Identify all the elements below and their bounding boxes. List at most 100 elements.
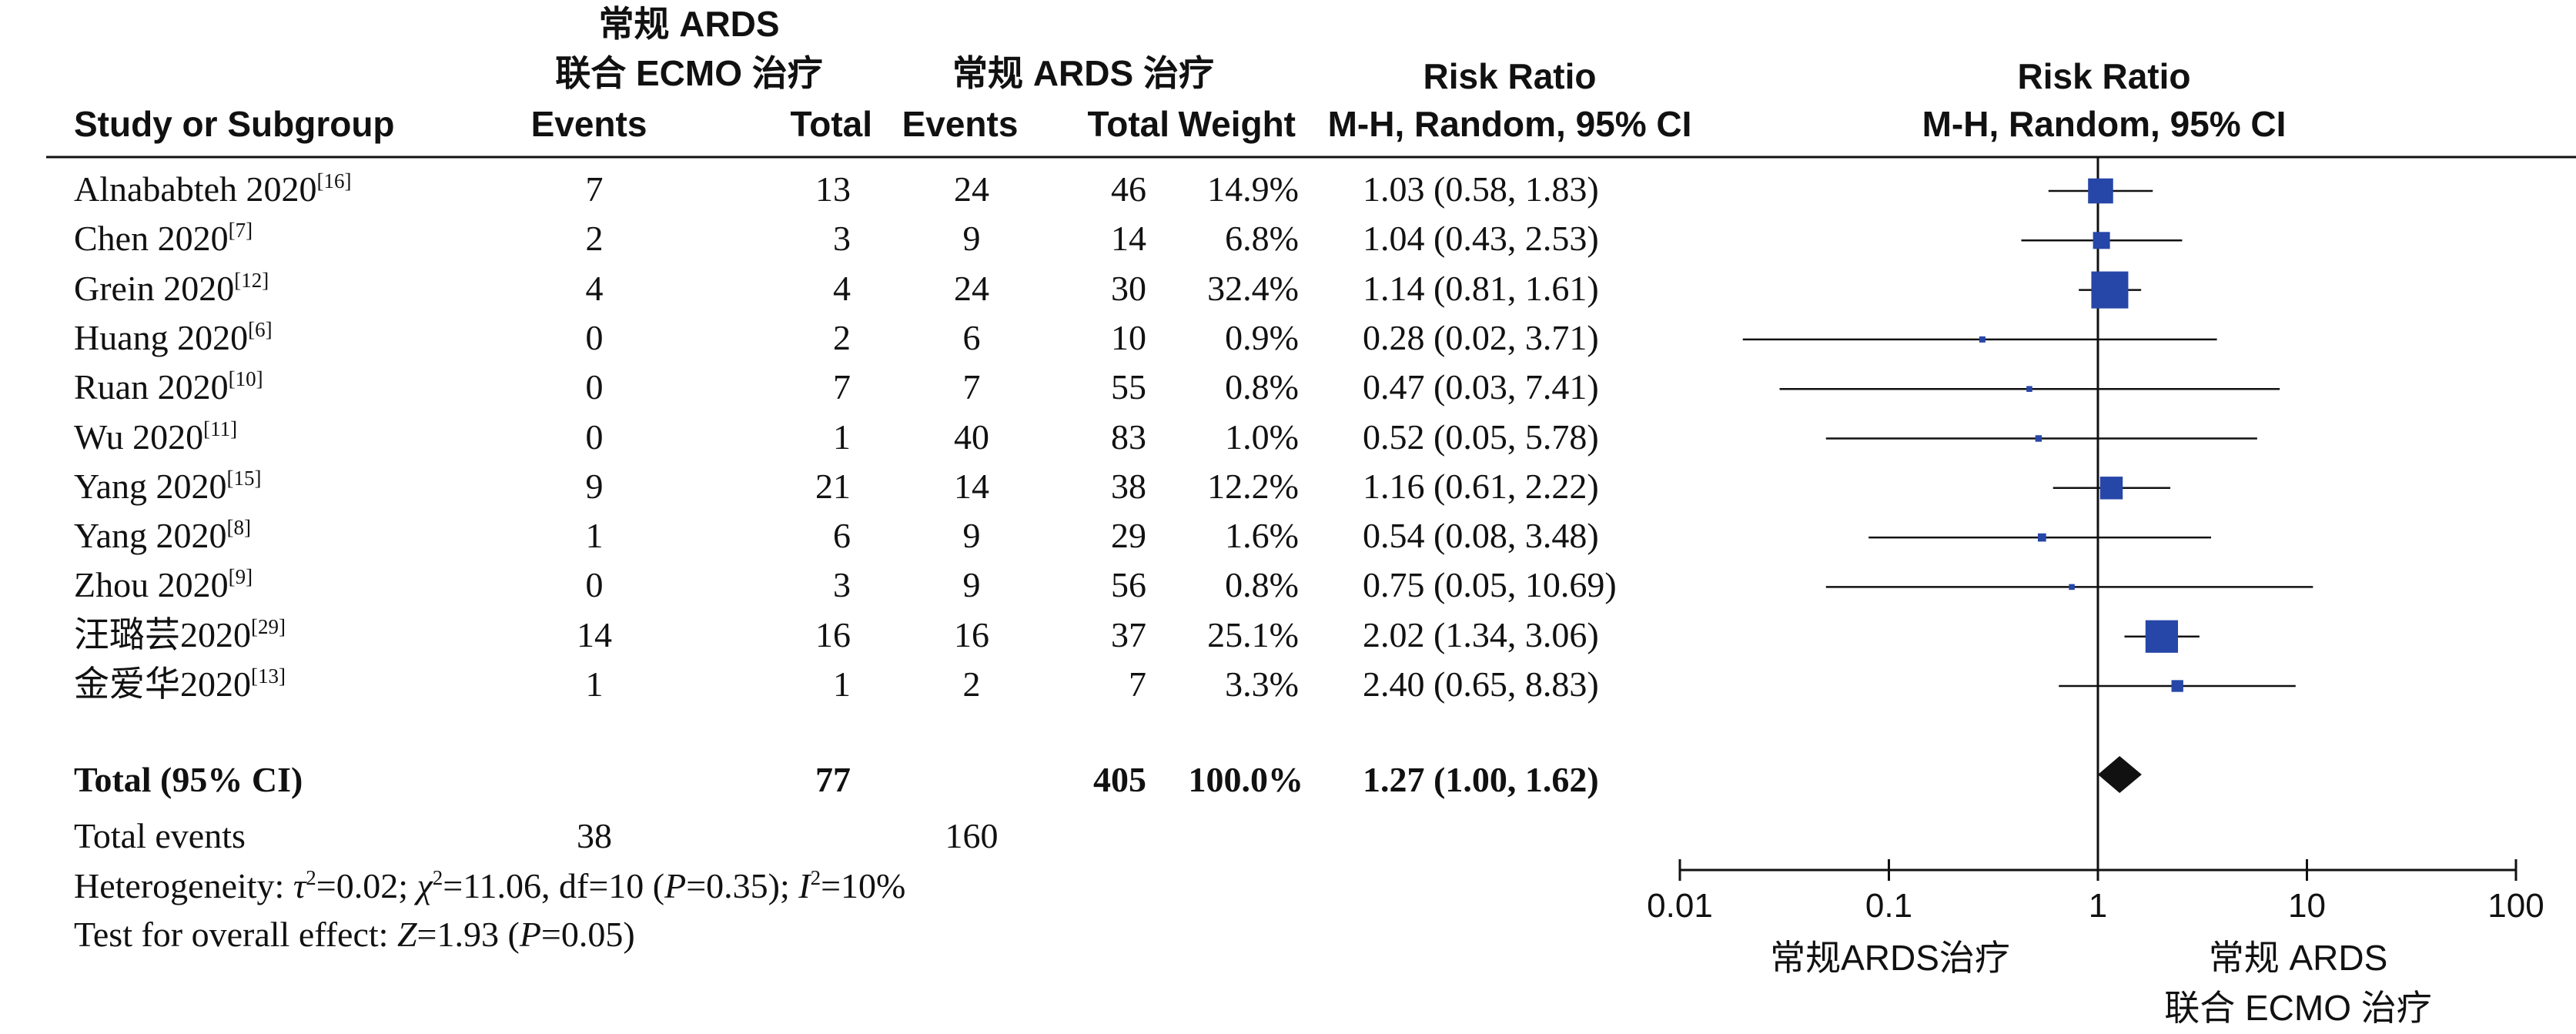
group2-events: 24 xyxy=(954,268,989,308)
group2-total: 46 xyxy=(1111,169,1146,209)
group1-total: 16 xyxy=(815,614,851,654)
study-name: Grein 2020[12] xyxy=(74,268,269,308)
group1-events: 0 xyxy=(585,367,604,407)
weight: 3.3% xyxy=(1225,664,1299,704)
group2-total: 83 xyxy=(1111,417,1146,457)
group1-total: 13 xyxy=(815,169,851,209)
group1-total: 3 xyxy=(833,219,851,259)
weight: 0.9% xyxy=(1225,317,1299,357)
group1-total: 7 xyxy=(833,367,851,407)
study-name: Yang 2020[15] xyxy=(74,466,262,506)
group1-events: 1 xyxy=(585,516,604,556)
weight: 25.1% xyxy=(1207,614,1299,654)
group2-total: 55 xyxy=(1111,367,1146,407)
group1-total-header: Total xyxy=(790,104,872,144)
group1-total: 2 xyxy=(833,317,851,357)
weight: 12.2% xyxy=(1207,466,1299,506)
weight: 1.6% xyxy=(1225,516,1299,556)
risk-ratio-ci: 0.28 (0.02, 3.71) xyxy=(1363,317,1599,357)
risk-ratio-ci: 1.16 (0.61, 2.22) xyxy=(1363,466,1599,506)
group2-total: 37 xyxy=(1111,614,1146,654)
rr-method-header: M-H, Random, 95% CI xyxy=(1327,104,1692,144)
study-name: Huang 2020[6] xyxy=(74,317,273,357)
group2-events: 9 xyxy=(962,516,981,556)
total-group1: 77 xyxy=(815,760,851,799)
favours-right-label-line1: 常规 ARDS xyxy=(2208,938,2388,978)
point-estimate-marker xyxy=(1979,336,1986,343)
total-label: Total (95% CI) xyxy=(74,760,303,799)
group2-events-header: Events xyxy=(902,104,1019,144)
group2-events: 9 xyxy=(962,565,981,605)
risk-ratio-ci: 1.03 (0.58, 1.83) xyxy=(1363,169,1599,209)
group1-events-header: Events xyxy=(530,104,647,144)
group2-title: 常规 ARDS 治疗 xyxy=(952,53,1214,93)
point-estimate-marker xyxy=(2026,386,2032,392)
overall-effect-text: Test for overall effect: Z=1.93 (P=0.05) xyxy=(74,915,635,954)
risk-ratio-ci: 0.47 (0.03, 7.41) xyxy=(1363,367,1599,407)
study-name: Chen 2020[7] xyxy=(74,219,253,259)
group1-events: 0 xyxy=(585,565,604,605)
weight: 6.8% xyxy=(1225,219,1299,259)
total-events-label: Total events xyxy=(74,816,246,855)
group2-events: 14 xyxy=(954,466,989,506)
point-estimate-marker xyxy=(2035,435,2042,442)
group1-events: 7 xyxy=(585,169,604,209)
group2-total: 56 xyxy=(1111,565,1146,605)
weight: 0.8% xyxy=(1225,367,1299,407)
total-events-group1: 38 xyxy=(577,816,612,855)
group2-events: 16 xyxy=(954,614,989,654)
group2-total: 10 xyxy=(1111,317,1146,357)
risk-ratio-ci: 0.75 (0.05, 10.69) xyxy=(1363,565,1617,605)
total-weight: 100.0% xyxy=(1188,760,1304,799)
group1-total: 1 xyxy=(833,417,851,457)
total-group2: 405 xyxy=(1093,760,1146,799)
group2-total-header: Total xyxy=(1087,104,1169,144)
group2-total: 29 xyxy=(1111,516,1146,556)
group2-events: 9 xyxy=(962,219,981,259)
weight: 14.9% xyxy=(1207,169,1299,209)
study-column-header: Study or Subgroup xyxy=(74,104,395,144)
risk-ratio-ci: 1.04 (0.43, 2.53) xyxy=(1363,219,1599,259)
group1-events: 0 xyxy=(585,317,604,357)
group1-total: 6 xyxy=(833,516,851,556)
group1-title-line1: 常规 ARDS xyxy=(598,4,780,44)
group2-events: 2 xyxy=(962,664,981,704)
pooled-estimate-diamond xyxy=(2098,756,2142,793)
study-name: Ruan 2020[10] xyxy=(74,367,263,407)
group1-events: 4 xyxy=(585,268,604,308)
rr-column-title: Risk Ratio xyxy=(1423,56,1597,96)
group2-events: 40 xyxy=(954,417,989,457)
group1-events: 2 xyxy=(585,219,604,259)
group2-events: 6 xyxy=(962,317,981,357)
heterogeneity-text: Heterogeneity: τ2=0.02; χ2=11.06, df=10 … xyxy=(74,866,906,905)
group2-total: 38 xyxy=(1111,466,1146,506)
point-estimate-marker xyxy=(2088,178,2113,204)
x-tick-label: 10 xyxy=(2288,887,2326,925)
x-tick-label: 1 xyxy=(2088,887,2108,925)
point-estimate-marker xyxy=(2093,232,2110,249)
study-name: Wu 2020[11] xyxy=(74,417,238,457)
group1-total: 21 xyxy=(815,466,851,506)
point-estimate-marker xyxy=(2038,533,2046,542)
group2-events: 24 xyxy=(954,169,989,209)
study-name: Alnababteh 2020[16] xyxy=(74,169,352,209)
risk-ratio-ci: 2.40 (0.65, 8.83) xyxy=(1363,664,1599,704)
x-tick-label: 100 xyxy=(2487,887,2544,925)
point-estimate-marker xyxy=(2145,620,2179,653)
total-events-group2: 160 xyxy=(945,816,999,855)
weight: 0.8% xyxy=(1225,565,1299,605)
group1-title-line2: 联合 ECMO 治疗 xyxy=(555,53,823,93)
group1-total: 3 xyxy=(833,565,851,605)
point-estimate-marker xyxy=(2069,584,2075,591)
weight: 1.0% xyxy=(1225,417,1299,457)
plot-column-title: Risk Ratio xyxy=(2017,56,2191,96)
group1-total: 4 xyxy=(833,268,851,308)
risk-ratio-ci: 0.52 (0.05, 5.78) xyxy=(1363,417,1599,457)
x-tick-label: 0.1 xyxy=(1865,887,1913,925)
total-ci: 1.27 (1.00, 1.62) xyxy=(1363,760,1599,799)
group2-total: 30 xyxy=(1111,268,1146,308)
group2-total: 14 xyxy=(1111,219,1146,259)
group1-events: 1 xyxy=(585,664,604,704)
group1-events: 9 xyxy=(585,466,604,506)
